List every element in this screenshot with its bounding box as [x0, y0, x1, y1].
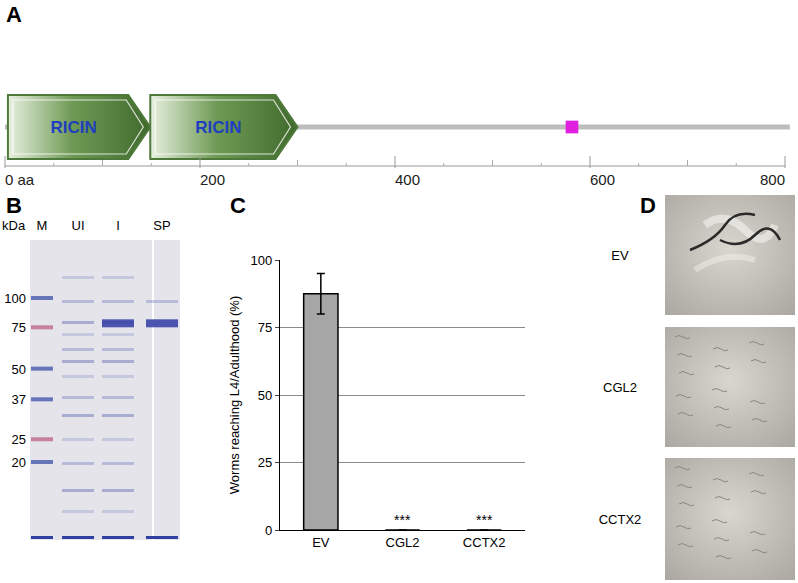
- svg-text:50: 50: [258, 388, 272, 403]
- svg-text:RICIN: RICIN: [50, 118, 96, 137]
- svg-text:Worms reaching L4/Adulthood (%: Worms reaching L4/Adulthood (%): [227, 296, 242, 494]
- html-text:C: C: [230, 193, 246, 218]
- svg-text:200: 200: [200, 171, 225, 188]
- svg-text:100: 100: [4, 291, 26, 306]
- svg-text:20: 20: [12, 455, 26, 470]
- svg-text:75: 75: [12, 320, 26, 335]
- svg-text:CGL2: CGL2: [603, 380, 637, 395]
- svg-text:***: ***: [476, 512, 493, 528]
- svg-text:0 aa: 0 aa: [5, 171, 35, 188]
- svg-text:75: 75: [258, 320, 272, 335]
- svg-text:I: I: [116, 218, 120, 233]
- svg-text:0: 0: [265, 523, 272, 538]
- svg-text:UI: UI: [72, 218, 85, 233]
- svg-text:***: ***: [394, 512, 411, 528]
- svg-text:CGL2: CGL2: [386, 535, 420, 550]
- svg-text:SP: SP: [153, 218, 170, 233]
- svg-text:kDa: kDa: [2, 218, 26, 233]
- svg-text:800: 800: [760, 171, 785, 188]
- svg-text:400: 400: [395, 171, 420, 188]
- html-text:A: A: [6, 2, 22, 27]
- svg-text:RICIN: RICIN: [195, 118, 241, 137]
- html-text:B: B: [6, 193, 22, 218]
- svg-text:EV: EV: [312, 535, 330, 550]
- svg-text:CCTX2: CCTX2: [599, 512, 642, 527]
- svg-text:M: M: [37, 218, 48, 233]
- svg-text:37: 37: [12, 392, 26, 407]
- svg-text:100: 100: [250, 253, 272, 268]
- svg-text:25: 25: [12, 432, 26, 447]
- svg-text:600: 600: [590, 171, 615, 188]
- svg-text:50: 50: [12, 362, 26, 377]
- svg-text:CCTX2: CCTX2: [463, 535, 506, 550]
- svg-text:EV: EV: [611, 248, 629, 263]
- html-text:D: D: [640, 193, 656, 218]
- svg-text:25: 25: [258, 455, 272, 470]
